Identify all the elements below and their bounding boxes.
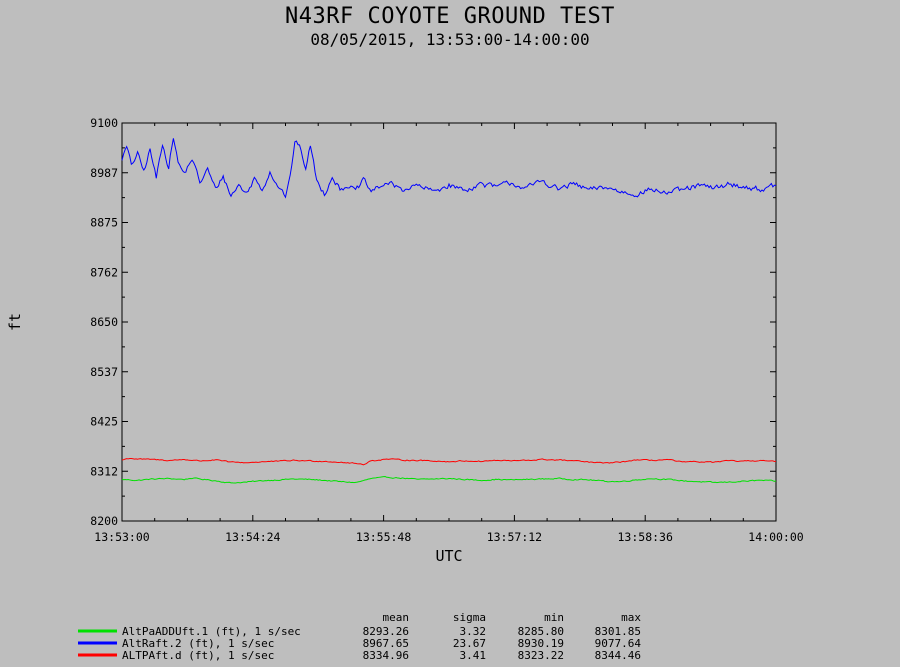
x-tick-label: 14:00:00: [748, 530, 803, 544]
series-lines: [121, 138, 777, 484]
stats-value: 8293.26: [363, 625, 409, 638]
y-axis-label: ft: [6, 313, 24, 331]
stats-value: 23.67: [453, 637, 486, 650]
series-line-3: [121, 458, 777, 466]
stats-header-sigma: sigma: [453, 611, 486, 624]
stats-value: 8301.85: [595, 625, 641, 638]
stats-header-min: min: [544, 611, 564, 624]
stats-value: 3.32: [460, 625, 487, 638]
y-tick-label: 8875: [90, 216, 118, 230]
legend-label-1: AltPaADDUft.1 (ft), 1 s/sec: [122, 625, 301, 638]
stats-value: 3.41: [460, 649, 487, 662]
x-tick-label: 13:54:24: [225, 530, 280, 544]
x-tick-label: 13:57:12: [487, 530, 542, 544]
y-tick-label: 9100: [90, 116, 118, 130]
y-tick-label: 8537: [90, 365, 118, 379]
y-tick-label: 8425: [90, 415, 118, 429]
y-tick-label: 8312: [90, 464, 118, 478]
stats-header-max: max: [621, 611, 641, 624]
plot-title: N43RF COYOTE GROUND TEST: [285, 4, 615, 29]
stats-value: 8334.96: [363, 649, 409, 662]
stats-legend: mean sigma min max AltPaADDUft.1 (ft), 1 s/s…: [78, 611, 641, 662]
stats-header-mean: mean: [383, 611, 410, 624]
series-line-1: [121, 475, 777, 484]
stats-value: 8930.19: [518, 637, 564, 650]
stats-value: 8285.80: [518, 625, 564, 638]
y-tick-labels: 9100 8987 8875 8762 8650 8537 8425 8312 8200: [90, 116, 118, 528]
x-tick-labels: 13:53:00 13:54:24 13:55:48 13:57:12 13:58:36…: [94, 530, 803, 544]
legend-label-3: ALTPAft.d (ft), 1 s/sec: [122, 649, 274, 662]
stats-value: 8344.46: [595, 649, 641, 662]
x-tick-label: 13:53:00: [94, 530, 149, 544]
y-tick-label: 8200: [90, 514, 118, 528]
x-axis-label: UTC: [435, 547, 462, 565]
plot-subtitle: 08/05/2015, 13:53:00-14:00:00: [310, 30, 590, 49]
y-tick-label: 8987: [90, 166, 118, 180]
stats-value: 8323.22: [518, 649, 564, 662]
y-tick-label: 8650: [90, 315, 118, 329]
y-tick-label: 8762: [90, 265, 118, 279]
stats-value: 8967.65: [363, 637, 409, 650]
series-line-2: [121, 138, 777, 199]
stats-value: 9077.64: [595, 637, 642, 650]
x-tick-label: 13:58:36: [618, 530, 673, 544]
x-tick-label: 13:55:48: [356, 530, 411, 544]
legend-label-2: AltRaft.2 (ft), 1 s/sec: [122, 637, 274, 650]
axis-ticks: [121, 122, 777, 522]
